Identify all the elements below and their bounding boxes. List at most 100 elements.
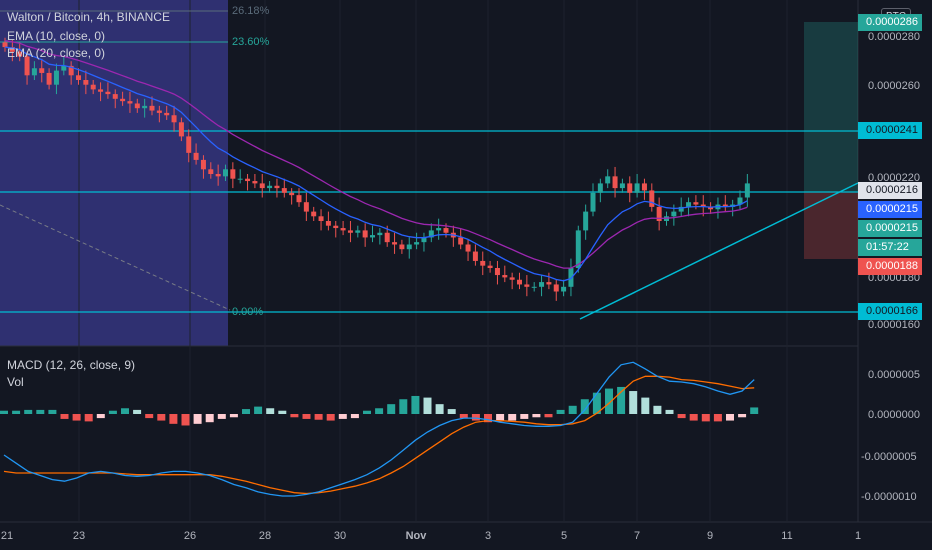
- candle-body: [700, 204, 706, 207]
- macd-hist-bar: [302, 414, 311, 419]
- countdown-tag: 01:57:22: [858, 239, 922, 256]
- macd-hist-bar: [617, 386, 626, 414]
- macd-hist-bar: [423, 397, 432, 414]
- price-tick: 0.0000280: [868, 31, 920, 43]
- candle-body: [619, 183, 625, 189]
- price-tag-last: 0.0000216: [858, 182, 922, 199]
- candle-body: [531, 286, 537, 288]
- candle-body: [671, 211, 677, 217]
- macd-hist-bar: [411, 395, 420, 414]
- candle-body: [68, 65, 74, 76]
- candle-body: [524, 284, 530, 287]
- macd-hist-bar: [738, 414, 747, 418]
- macd-hist-bar: [665, 409, 674, 414]
- date-tick: 7: [633, 530, 641, 542]
- candle-body: [142, 105, 148, 109]
- signal-line: [3, 375, 755, 495]
- candle-body: [539, 282, 545, 287]
- candle-body: [200, 159, 206, 170]
- macd-hist-bar: [677, 414, 686, 419]
- macd-hist-bar: [508, 414, 517, 421]
- macd-hist-bar: [592, 392, 601, 414]
- candle-body: [465, 244, 471, 252]
- candle-body: [208, 169, 214, 174]
- macd-hist-bar: [447, 409, 456, 414]
- candle-body: [186, 136, 192, 153]
- candle-body: [223, 169, 228, 177]
- candle-body: [502, 275, 508, 278]
- macd-hist-bar: [556, 409, 565, 414]
- date-tick: 26: [183, 530, 197, 542]
- candle-body: [281, 188, 287, 193]
- candle-body: [149, 105, 155, 111]
- date-tick: 11: [781, 530, 793, 542]
- price-tag-ema20: 0.0000215: [858, 220, 922, 237]
- stop-zone: [804, 192, 858, 259]
- macd-hist-bar: [72, 414, 81, 421]
- candle-body: [83, 80, 89, 85]
- candle-body: [259, 183, 265, 189]
- ema20-line: [4, 40, 748, 269]
- target-zone: [804, 22, 858, 192]
- candle-body: [178, 122, 184, 137]
- macd-hist-bar: [532, 414, 541, 418]
- candle-body: [605, 176, 611, 184]
- macd-hist-bar: [193, 414, 202, 424]
- candle-body: [39, 68, 45, 73]
- macd-hist-bar: [350, 414, 359, 419]
- candle-body: [686, 202, 692, 207]
- candle-body: [2, 42, 8, 48]
- candle-body: [105, 91, 111, 95]
- macd-tick: -0.0000010: [861, 491, 917, 503]
- symbol-legend[interactable]: Walton / Bitcoin, 4h, BINANCE: [7, 10, 170, 24]
- macd-hist-bar: [314, 414, 323, 420]
- candle-body: [693, 202, 699, 205]
- candle-body: [612, 176, 618, 189]
- ema10-legend[interactable]: EMA (10, close, 0): [7, 29, 106, 43]
- macd-legend[interactable]: MACD (12, 26, close, 9): [7, 358, 136, 372]
- candle-body: [392, 242, 398, 245]
- macd-hist-bar: [387, 404, 396, 414]
- macd-hist-bar: [96, 414, 105, 419]
- candle-body: [311, 211, 317, 217]
- ema20-legend[interactable]: EMA (20, close, 0): [7, 46, 106, 60]
- candle-body: [744, 183, 750, 198]
- macd-hist-bar: [229, 414, 238, 418]
- macd-hist-bar: [471, 414, 480, 421]
- macd-hist-bar: [12, 410, 21, 414]
- macd-hist-bar: [108, 410, 117, 414]
- macd-hist-bar: [242, 409, 250, 414]
- candle-body: [134, 103, 140, 109]
- candle-body: [340, 228, 346, 231]
- macd-hist-bar: [145, 414, 154, 419]
- candle-body: [289, 192, 295, 196]
- candle-body: [428, 230, 434, 238]
- candle-body: [399, 244, 405, 250]
- dashed-trendline: [0, 204, 231, 311]
- date-tick: 30: [333, 530, 347, 542]
- fib-label-236: 23.60%: [232, 36, 270, 48]
- candle-body: [296, 195, 302, 203]
- candle-body: [472, 251, 478, 261]
- macd-hist-bar: [217, 414, 226, 419]
- candle-body: [31, 68, 37, 76]
- candle-body: [112, 94, 118, 99]
- candle-body: [267, 185, 273, 189]
- macd-hist-bar: [544, 414, 553, 418]
- candle-body: [627, 183, 633, 193]
- candle-body: [61, 65, 67, 71]
- macd-hist-bar: [568, 405, 577, 414]
- candle-body: [120, 98, 126, 102]
- macd-hist-bar: [520, 414, 529, 419]
- candle-body: [509, 277, 515, 280]
- candle-body: [421, 237, 427, 243]
- candle-body: [656, 206, 662, 221]
- candle-body: [546, 282, 552, 285]
- candle-body: [590, 192, 596, 212]
- vol-legend[interactable]: Vol: [7, 375, 24, 389]
- candle-body: [634, 183, 640, 193]
- macd-hist-bar: [580, 399, 589, 414]
- candle-body: [517, 279, 522, 285]
- macd-hist-bar: [375, 408, 384, 414]
